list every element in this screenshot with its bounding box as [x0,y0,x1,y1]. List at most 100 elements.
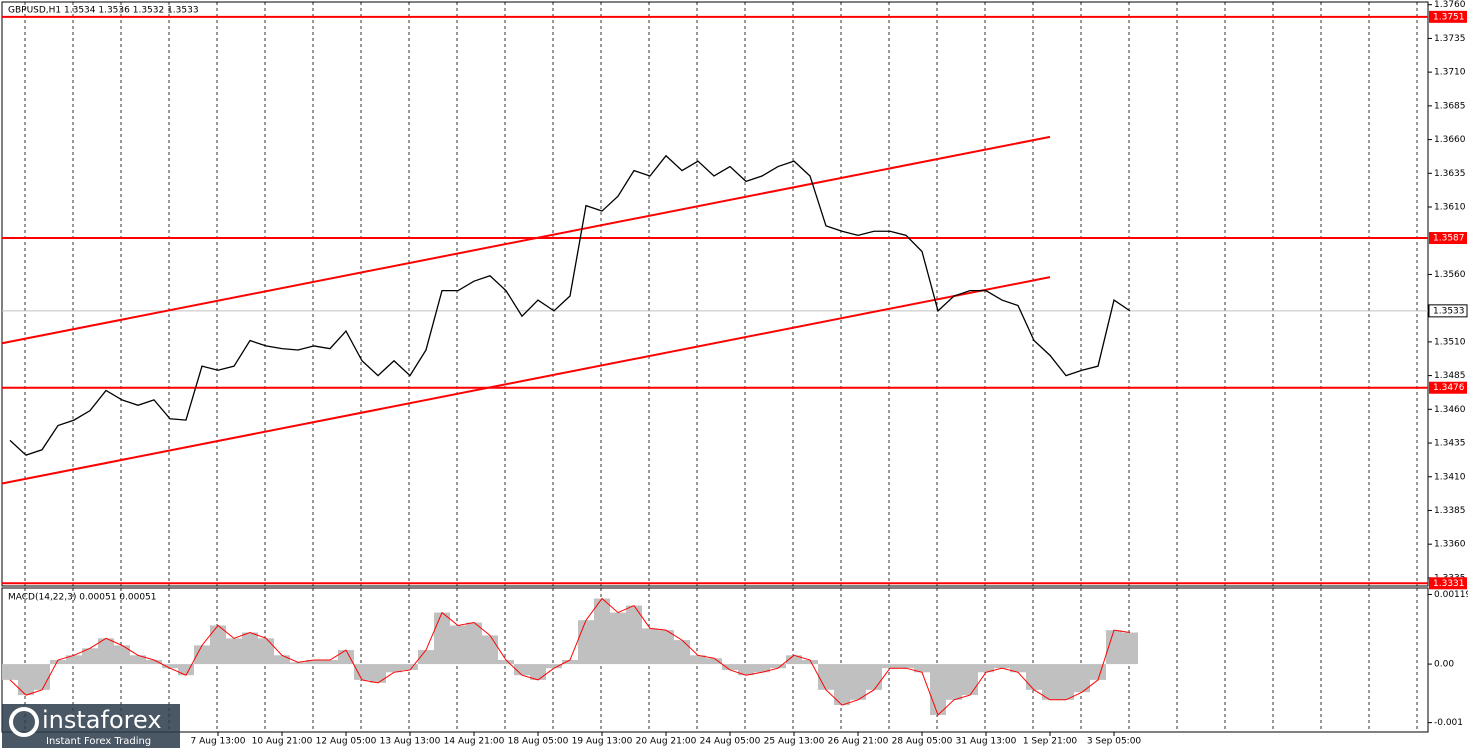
x-tick-label: 13 Aug 13:00 [380,737,441,747]
watermark: instaforex Instant Forex Trading [2,704,180,748]
macd-bar [18,664,34,696]
y-tick-label: 0.00 [1434,660,1454,670]
x-tick-label: 28 Aug 05:00 [892,737,953,747]
y-tick-label: 1.3660 [1434,135,1466,145]
macd-bar [770,664,786,669]
price-panel [1,1,1429,587]
macd-line [9,597,1131,716]
macd-bar [1106,630,1122,665]
y-tick-label: 1.3485 [1434,371,1466,381]
macd-bar [610,612,626,665]
x-tick-label: 31 Aug 13:00 [956,737,1017,747]
y-tick-label: 1.3460 [1434,405,1466,415]
macd-bar [642,628,658,665]
y-tick-label: 1.3635 [1434,169,1466,179]
macd-bar [834,664,850,706]
trendline [1,276,1051,485]
macd-bar [578,620,594,665]
macd-bar [370,664,386,683]
macd-bar [962,664,978,696]
macd-bar [498,660,514,665]
last-price-box [1428,304,1468,318]
x-tick-label: 3 Sep 05:00 [1087,737,1142,747]
watermark-icon [9,707,39,737]
x-tick-label: 7 Aug 13:00 [191,737,246,747]
x-tick-label: 25 Aug 13:00 [764,737,825,747]
macd-bar [242,632,258,665]
macd-bar [66,655,82,665]
macd-bar [754,664,770,673]
macd-bar [466,622,482,665]
macd-bar [338,650,354,665]
y-tick-label: 1.3610 [1434,203,1466,213]
macd-bar [994,664,1010,669]
macd-bar [658,630,674,665]
level-label-box [1429,232,1467,245]
macd-bar [786,655,802,665]
price-line [9,154,1131,456]
x-tick-label: 19 Aug 13:00 [572,737,633,747]
macd-bar [386,664,402,673]
macd-bar [626,605,642,665]
y-tick-label: 1.3710 [1434,68,1466,78]
y-tick-label: 1.3410 [1434,472,1466,482]
watermark-brand: instaforex [42,706,162,734]
macd-bar [546,664,562,669]
plot [1,15,1428,716]
macd-bar [162,664,178,669]
macd-panel [1,587,1429,733]
last-price-label: 1.3533 [1433,306,1465,316]
macd-bar [34,664,50,690]
x-tick-label: 20 Aug 21:00 [636,737,697,747]
y-tick-label: -0.001 [1434,718,1463,728]
macd-bar [514,664,530,676]
macd-bar [2,664,18,680]
macd-bar [402,664,418,670]
x-tick-label: 26 Aug 21:00 [828,737,889,747]
y-tick-label: 1.3385 [1434,506,1466,516]
macd-bar [322,660,338,665]
y-tick-label: 1.3510 [1434,337,1466,347]
x-tick-label: 14 Aug 21:00 [444,737,505,747]
macd-bar [146,660,162,665]
level-label: 1.3751 [1433,12,1465,22]
level-label: 1.3587 [1433,234,1465,244]
macd-bar [1122,632,1138,665]
macd-bar [114,645,130,665]
macd-bar [274,655,290,665]
macd-bar [930,664,946,716]
trendline [1,135,1051,345]
indicator-title: MACD(14,22,3) 0.00051 0.00051 [8,593,157,603]
x-tick-label: 1 Sep 21:00 [1023,737,1078,747]
macd-bar [530,664,546,680]
macd-bar [674,640,690,665]
macd-bar [50,660,66,665]
macd-bar [82,648,98,665]
macd-bar [226,638,242,665]
x-tick-label: 12 Aug 05:00 [316,737,377,747]
x-tick-label: 24 Aug 05:00 [700,737,761,747]
macd-bar [914,664,930,673]
macd-bar [258,638,274,665]
macd-bar [194,645,210,665]
macd-bar [706,658,722,665]
y-tick-label: 1.3360 [1434,540,1466,550]
macd-bar [978,664,994,673]
watermark-tagline: Instant Forex Trading [46,736,151,747]
y-tick-label: 1.3735 [1434,34,1466,44]
macd-bar [482,635,498,665]
level-label-box [1429,381,1467,394]
macd-bar [306,660,322,665]
macd-bar [1042,664,1058,700]
macd-bar [866,664,882,690]
macd-bar [1090,664,1106,680]
macd-bar [1010,664,1026,673]
macd-bar [354,664,370,680]
y-tick-label: 1.3435 [1434,439,1466,449]
macd-bar [690,655,706,665]
level-label: 1.3331 [1433,579,1465,589]
macd-bar [562,660,578,665]
macd-bar [450,625,466,665]
